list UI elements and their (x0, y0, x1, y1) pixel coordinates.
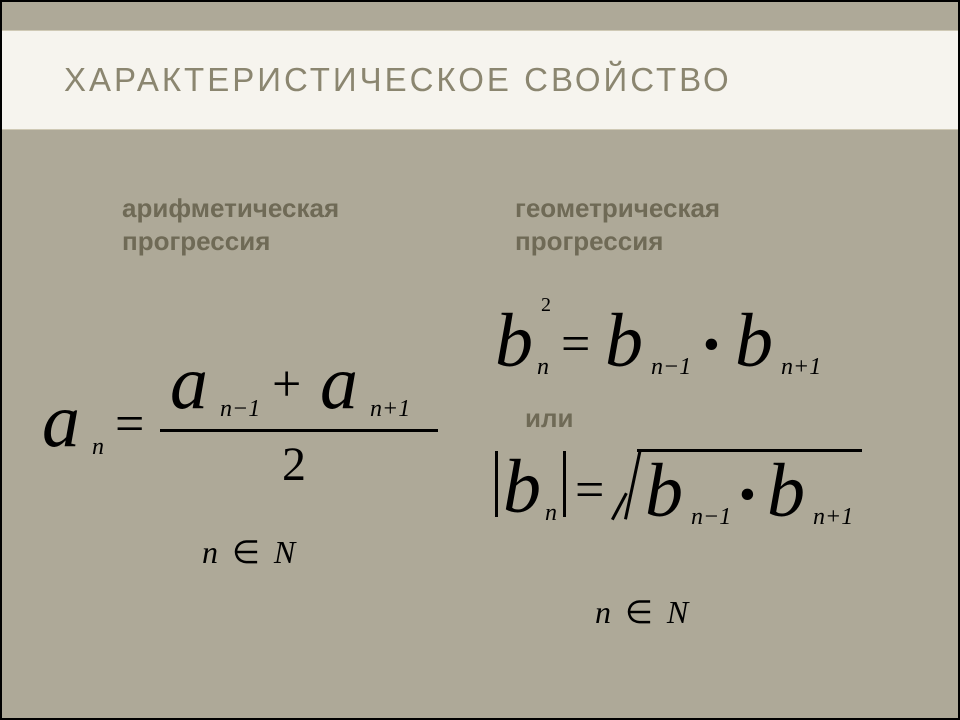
arithmetic-column: арифметическая прогрессия a n = a n−1 + … (2, 192, 485, 718)
columns: арифметическая прогрессия a n = a n−1 + … (2, 192, 958, 718)
f1-b-sup: 2 (541, 295, 551, 315)
geometric-formulas: b n 2 = b n−1 • b n+1 или b n = (495, 283, 928, 683)
slide: ХАРАКТЕРИСТИЧЕСКОЕ СВОЙСТВО арифметическ… (0, 0, 960, 720)
num-a2: a (320, 345, 358, 421)
f1-r2-sub: n+1 (781, 355, 821, 379)
f1-b: b (495, 303, 533, 379)
or-label: или (525, 403, 573, 434)
f2-r2-sub: n+1 (813, 505, 853, 529)
num-a1: a (170, 345, 208, 421)
sqrt-tick2 (624, 451, 641, 520)
geometric-column: геометрическая прогрессия b n 2 = b n−1 … (485, 192, 958, 718)
f2-r1: b (645, 453, 683, 529)
f2-r1-sub: n−1 (691, 505, 731, 529)
f2-dot: • (739, 471, 756, 519)
cond-n: n (202, 534, 218, 570)
arithmetic-heading: арифметическая прогрессия (122, 192, 475, 257)
page-title: ХАРАКТЕРИСТИЧЕСКОЕ СВОЙСТВО (64, 61, 918, 99)
geo-cond: n ∈ N (595, 593, 688, 631)
arithmetic-heading-l1: арифметическая (122, 193, 339, 223)
num-a1-sub: n−1 (220, 397, 260, 421)
abs-bar-left (495, 451, 498, 517)
f2-eq: = (575, 465, 604, 517)
lhs-a-sub: n (92, 435, 104, 459)
den-2: 2 (282, 441, 306, 489)
eq: = (115, 399, 144, 451)
geometric-heading-l1: геометрическая (515, 193, 720, 223)
arith-cond: n ∈ N (202, 533, 295, 571)
f2-abs-b: b (503, 449, 541, 525)
geometric-heading-l2: прогрессия (515, 226, 663, 256)
f1-r2: b (735, 303, 773, 379)
cond-in: ∈ (226, 534, 266, 570)
fraction-bar (160, 429, 438, 432)
cond-N: N (274, 534, 295, 570)
num-a2-sub: n+1 (370, 397, 410, 421)
f1-dot: • (703, 321, 720, 369)
f1-eq: = (561, 319, 590, 371)
arithmetic-formula: a n = a n−1 + a n+1 2 n ∈ N (42, 283, 475, 683)
abs-bar-right (563, 451, 566, 517)
f2-abs-b-sub: n (545, 501, 557, 525)
lhs-a: a (42, 383, 80, 459)
arithmetic-heading-l2: прогрессия (122, 226, 270, 256)
title-band: ХАРАКТЕРИСТИЧЕСКОЕ СВОЙСТВО (2, 30, 958, 130)
geometric-heading: геометрическая прогрессия (515, 192, 928, 257)
f1-r1: b (605, 303, 643, 379)
f2-r2: b (767, 453, 805, 529)
f1-r1-sub: n−1 (651, 355, 691, 379)
gcond-N: N (667, 594, 688, 630)
f1-b-sub: n (537, 355, 549, 379)
gcond-n: n (595, 594, 611, 630)
gcond-in: ∈ (619, 594, 659, 630)
plus: + (272, 359, 301, 411)
